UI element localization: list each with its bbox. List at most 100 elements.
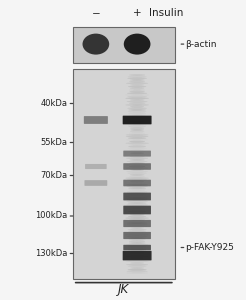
Ellipse shape xyxy=(129,219,145,221)
Ellipse shape xyxy=(127,77,147,79)
Ellipse shape xyxy=(128,86,146,88)
Ellipse shape xyxy=(130,252,144,254)
Ellipse shape xyxy=(130,227,144,229)
Ellipse shape xyxy=(125,234,149,236)
Ellipse shape xyxy=(128,187,146,189)
Text: −: − xyxy=(92,8,100,19)
Ellipse shape xyxy=(129,91,145,92)
Text: β-actin: β-actin xyxy=(185,40,216,49)
FancyBboxPatch shape xyxy=(85,164,107,169)
Ellipse shape xyxy=(125,98,149,99)
Ellipse shape xyxy=(130,99,145,101)
Text: JK: JK xyxy=(118,283,129,296)
Ellipse shape xyxy=(129,141,145,142)
Ellipse shape xyxy=(125,104,149,106)
Ellipse shape xyxy=(126,264,148,266)
Ellipse shape xyxy=(130,262,144,264)
FancyBboxPatch shape xyxy=(84,116,108,124)
FancyBboxPatch shape xyxy=(123,232,151,239)
Ellipse shape xyxy=(128,211,146,212)
Ellipse shape xyxy=(127,222,148,224)
Text: 130kDa: 130kDa xyxy=(35,249,67,258)
Ellipse shape xyxy=(125,256,149,257)
Ellipse shape xyxy=(129,81,145,82)
Ellipse shape xyxy=(126,160,148,162)
Ellipse shape xyxy=(129,74,145,76)
FancyBboxPatch shape xyxy=(123,163,151,170)
Ellipse shape xyxy=(126,250,148,252)
FancyBboxPatch shape xyxy=(123,220,151,227)
Ellipse shape xyxy=(125,142,149,144)
Ellipse shape xyxy=(128,137,146,139)
Ellipse shape xyxy=(126,201,148,203)
Ellipse shape xyxy=(130,106,144,107)
Ellipse shape xyxy=(124,34,151,55)
Ellipse shape xyxy=(127,269,147,271)
FancyBboxPatch shape xyxy=(123,206,151,214)
Text: 100kDa: 100kDa xyxy=(35,212,67,220)
FancyBboxPatch shape xyxy=(84,180,107,186)
Ellipse shape xyxy=(129,241,145,242)
Ellipse shape xyxy=(126,236,148,237)
Ellipse shape xyxy=(126,101,148,103)
Ellipse shape xyxy=(130,181,144,182)
Ellipse shape xyxy=(130,214,144,216)
Ellipse shape xyxy=(130,79,145,81)
Ellipse shape xyxy=(127,224,148,226)
Ellipse shape xyxy=(126,204,148,206)
Ellipse shape xyxy=(128,202,147,204)
Ellipse shape xyxy=(130,129,144,131)
Ellipse shape xyxy=(126,134,149,136)
FancyBboxPatch shape xyxy=(123,193,151,200)
Text: p-FAK-Y925: p-FAK-Y925 xyxy=(185,243,233,252)
Ellipse shape xyxy=(126,157,148,159)
Ellipse shape xyxy=(127,199,148,201)
Ellipse shape xyxy=(82,34,109,55)
FancyBboxPatch shape xyxy=(123,245,151,250)
Ellipse shape xyxy=(126,116,148,118)
Text: +: + xyxy=(133,8,141,19)
Ellipse shape xyxy=(125,177,149,179)
Ellipse shape xyxy=(130,267,144,269)
FancyBboxPatch shape xyxy=(123,151,151,157)
Ellipse shape xyxy=(129,117,145,119)
Ellipse shape xyxy=(129,122,146,124)
Ellipse shape xyxy=(126,136,149,137)
Ellipse shape xyxy=(126,184,148,186)
Ellipse shape xyxy=(130,152,144,154)
Ellipse shape xyxy=(127,96,147,98)
Ellipse shape xyxy=(127,92,147,94)
Ellipse shape xyxy=(129,162,145,164)
Ellipse shape xyxy=(128,249,146,250)
Ellipse shape xyxy=(128,229,147,231)
Ellipse shape xyxy=(130,159,145,161)
FancyBboxPatch shape xyxy=(123,180,151,186)
Text: Insulin: Insulin xyxy=(149,8,184,19)
Ellipse shape xyxy=(126,167,148,169)
Ellipse shape xyxy=(128,239,146,241)
Bar xyxy=(73,27,175,63)
Ellipse shape xyxy=(130,84,144,86)
FancyBboxPatch shape xyxy=(123,251,152,260)
Ellipse shape xyxy=(129,166,145,167)
Ellipse shape xyxy=(128,237,146,239)
Ellipse shape xyxy=(128,215,146,217)
Ellipse shape xyxy=(127,179,147,181)
Ellipse shape xyxy=(127,107,147,109)
Ellipse shape xyxy=(128,230,146,232)
Ellipse shape xyxy=(130,121,145,122)
Ellipse shape xyxy=(130,127,144,129)
Bar xyxy=(73,69,175,279)
Ellipse shape xyxy=(130,174,144,176)
Ellipse shape xyxy=(126,192,148,194)
Ellipse shape xyxy=(128,146,146,147)
Text: 70kDa: 70kDa xyxy=(40,171,67,180)
Ellipse shape xyxy=(130,169,144,171)
FancyBboxPatch shape xyxy=(123,116,152,124)
Ellipse shape xyxy=(126,82,148,84)
Ellipse shape xyxy=(130,257,144,259)
Ellipse shape xyxy=(126,186,148,188)
Ellipse shape xyxy=(129,242,145,244)
Text: 40kDa: 40kDa xyxy=(40,99,67,108)
Ellipse shape xyxy=(129,102,145,104)
